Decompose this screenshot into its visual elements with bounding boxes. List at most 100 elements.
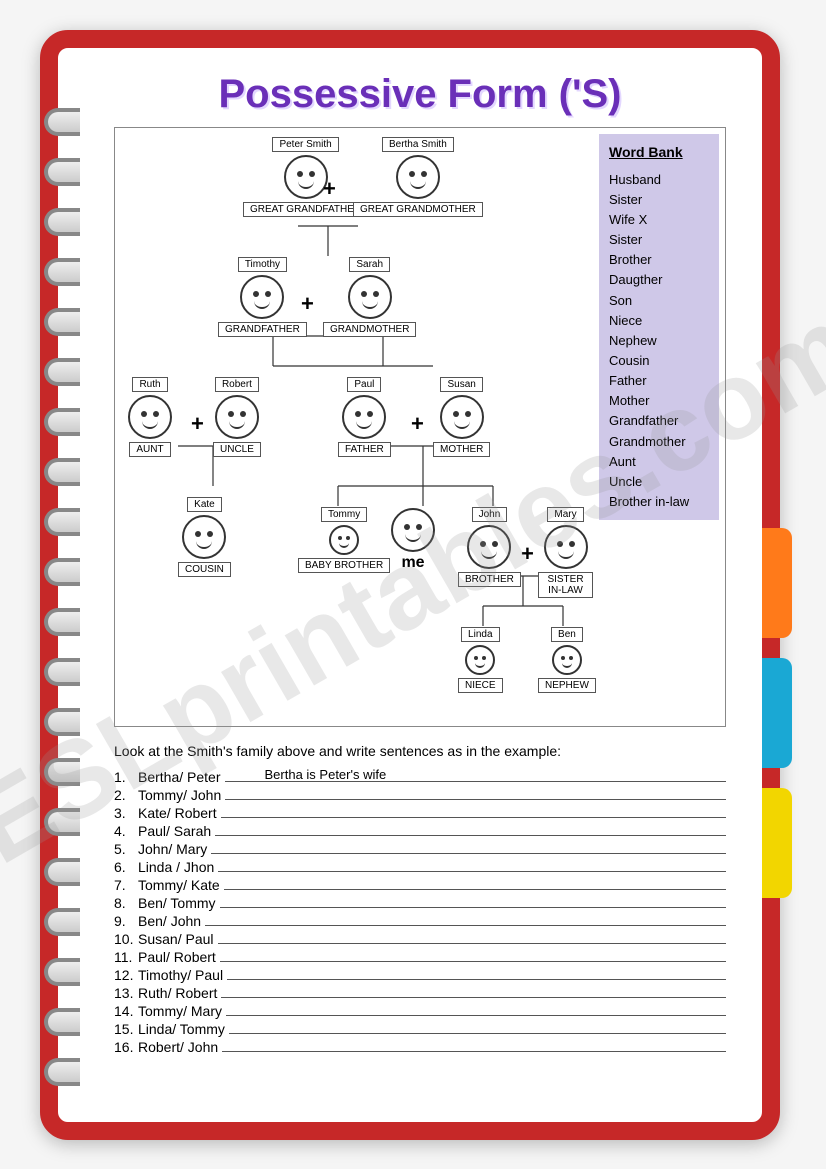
tab-orange[interactable] [762,528,792,638]
question-row: 7.Tommy/ Kate [114,877,726,893]
question-row: 10.Susan/ Paul [114,931,726,947]
question-pair: Robert/ John [138,1039,218,1055]
question-pair: Ben/ John [138,913,201,929]
label-ruth-name: Ruth [132,377,167,392]
question-pair: John/ Mary [138,841,207,857]
question-row: 1.Bertha/ PeterBertha is Peter's wife [114,769,726,785]
answer-line[interactable] [205,925,726,926]
answer-line[interactable] [221,997,726,998]
family-tree: Peter Smith GREAT GRANDFATHER + Bertha S… [123,136,593,716]
face-icon [284,155,328,199]
question-row: 9.Ben/ John [114,913,726,929]
answer-line[interactable]: Bertha is Peter's wife [225,781,727,782]
answer-line[interactable] [229,1033,726,1034]
question-pair: Tommy/ Kate [138,877,220,893]
question-pair: Linda / Jhon [138,859,214,875]
tab-yellow[interactable] [762,788,792,898]
face-icon [552,645,582,675]
face-icon [391,508,435,552]
question-number: 10. [114,931,138,947]
question-number: 3. [114,805,138,821]
question-number: 2. [114,787,138,803]
face-icon [215,395,259,439]
word-bank-item: Sister [609,190,709,210]
question-row: 2.Tommy/ John [114,787,726,803]
label-paul-name: Paul [347,377,381,392]
word-bank-item: Daugther [609,270,709,290]
answer-line[interactable] [226,1015,726,1016]
face-icon [440,395,484,439]
plus-icon: + [411,411,424,437]
label-linda-name: Linda [461,627,499,642]
page-content: Possessive Form ('S) [58,48,762,1122]
question-pair: Susan/ Paul [138,931,214,947]
word-bank-item: Brother [609,250,709,270]
word-bank-item: Wife X [609,210,709,230]
answer-line[interactable] [227,979,726,980]
label-robert-role: UNCLE [213,442,261,457]
question-pair: Kate/ Robert [138,805,217,821]
label-tommy-role: BABY BROTHER [298,558,390,573]
question-row: 14.Tommy/ Mary [114,1003,726,1019]
label-ruth-role: AUNT [129,442,170,457]
label-mary-name: Mary [547,507,583,522]
plus-icon: + [323,176,336,202]
question-pair: Ruth/ Robert [138,985,217,1001]
question-number: 7. [114,877,138,893]
face-icon [240,275,284,319]
plus-icon: + [521,541,534,567]
label-timothy-name: Timothy [238,257,287,272]
word-bank-item: Cousin [609,351,709,371]
face-icon [467,525,511,569]
face-icon [465,645,495,675]
label-kate-name: Kate [187,497,222,512]
question-row: 8.Ben/ Tommy [114,895,726,911]
page-title: Possessive Form ('S) [114,72,726,117]
word-bank-item: Brother in-law [609,492,709,512]
face-icon [396,155,440,199]
notebook-frame: Possessive Form ('S) [40,30,780,1140]
answer-line[interactable] [211,853,726,854]
face-icon [348,275,392,319]
question-number: 16. [114,1039,138,1055]
answer-line[interactable] [220,961,726,962]
label-susan-name: Susan [440,377,482,392]
answer-line[interactable] [218,943,727,944]
label-susan-role: MOTHER [433,442,490,457]
question-row: 12.Timothy/ Paul [114,967,726,983]
label-peter-name: Peter Smith [272,137,338,152]
tab-blue[interactable] [762,658,792,768]
question-pair: Paul/ Robert [138,949,216,965]
question-number: 13. [114,985,138,1001]
answer-line[interactable] [215,835,726,836]
question-row: 4.Paul/ Sarah [114,823,726,839]
answer-line[interactable] [222,1051,726,1052]
plus-icon: + [191,411,204,437]
answer-line[interactable] [218,871,726,872]
label-paul-role: FATHER [338,442,391,457]
question-pair: Timothy/ Paul [138,967,223,983]
question-number: 12. [114,967,138,983]
face-icon [544,525,588,569]
word-bank-item: Father [609,371,709,391]
question-row: 15.Linda/ Tommy [114,1021,726,1037]
question-number: 14. [114,1003,138,1019]
word-bank-item: Aunt [609,452,709,472]
label-ben-role: NEPHEW [538,678,596,693]
label-bertha-name: Bertha Smith [382,137,454,152]
label-timothy-role: GRANDFATHER [218,322,307,337]
answer-line[interactable] [225,799,726,800]
face-icon [329,525,359,555]
word-bank: Word Bank HusbandSisterWife XSisterBroth… [599,134,719,520]
question-row: 11.Paul/ Robert [114,949,726,965]
answer-line[interactable] [220,907,726,908]
face-icon [182,515,226,559]
word-bank-item: Uncle [609,472,709,492]
answer-line[interactable] [221,817,726,818]
answer-line[interactable] [224,889,726,890]
word-bank-item: Nephew [609,331,709,351]
question-row: 16.Robert/ John [114,1039,726,1055]
word-bank-item: Grandmother [609,432,709,452]
label-kate-role: COUSIN [178,562,231,577]
question-number: 6. [114,859,138,875]
